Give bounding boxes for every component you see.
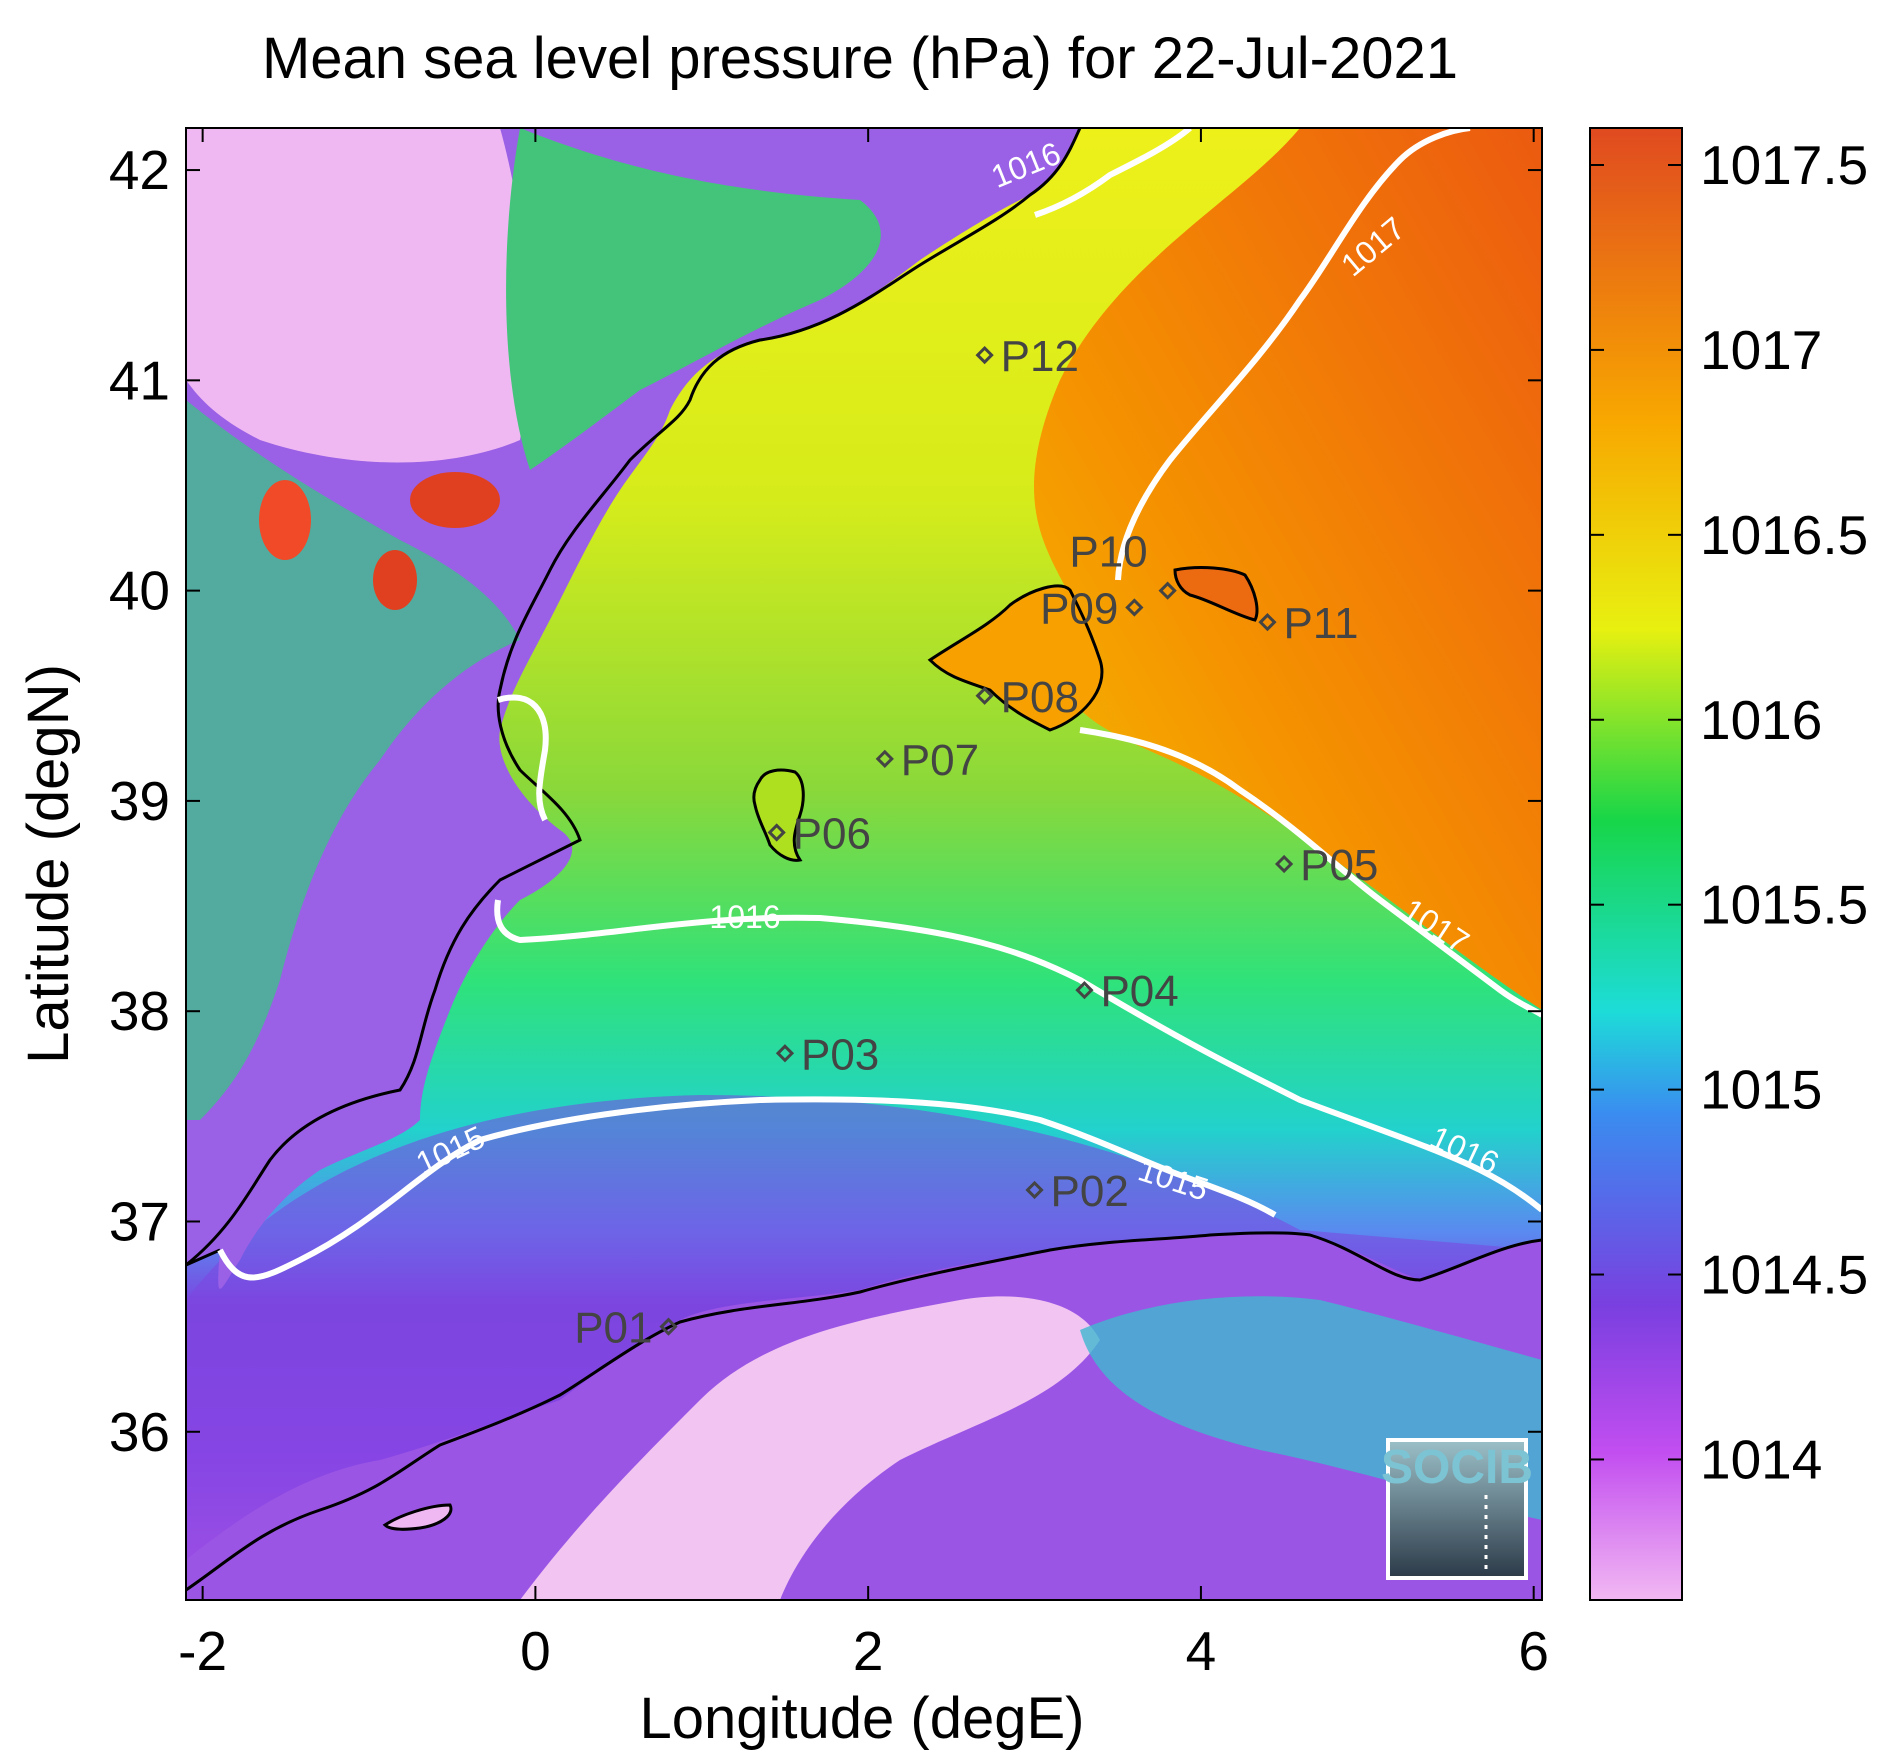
colorbar — [1589, 127, 1683, 1601]
alboran-island — [382, 1503, 453, 1531]
map-frame — [185, 127, 1543, 1601]
colorbar-tick-label: 1014 — [1700, 1428, 1822, 1490]
x-axis-ticks: -2 0 2 4 6 — [178, 128, 1549, 1682]
point-marker — [775, 1044, 795, 1063]
colorbar-tick-label: 1015 — [1700, 1059, 1822, 1121]
point-label: P05 — [1300, 841, 1378, 890]
ibiza-island — [752, 768, 805, 862]
x-tick-label: -2 — [178, 1620, 227, 1682]
colorbar-tick-label: 1016.5 — [1700, 504, 1868, 566]
isobar-1016-south — [494, 694, 1542, 1213]
iberia-inland-field — [186, 400, 520, 1120]
y-tick-label: 39 — [109, 770, 170, 832]
menorca-island — [1173, 566, 1259, 622]
point-marker — [975, 345, 994, 365]
iberia-hotspot-2 — [410, 472, 500, 528]
isobar-1016-north — [1034, 128, 1192, 218]
y-axis-label: Latitude (degN) — [16, 664, 81, 1064]
isobar-1015 — [217, 1096, 1277, 1281]
north-africa-low — [520, 1296, 1100, 1600]
point-label: P03 — [801, 1030, 879, 1079]
iberia-hotspot-3 — [373, 550, 417, 610]
y-tick-label: 40 — [109, 560, 170, 622]
point-label: P10 — [1069, 528, 1147, 577]
colorbar-tick-label: 1017.5 — [1700, 134, 1868, 196]
point-marker — [1025, 1180, 1044, 1200]
x-tick-label: 0 — [520, 1620, 551, 1682]
point-marker — [767, 823, 786, 842]
colorbar-ticks: 1014 1014.5 1015 1015.5 1016 1016.5 1017 1017.5 — [1590, 134, 1868, 1490]
point-label: P08 — [1001, 673, 1079, 722]
isobar-1017 — [1079, 128, 1542, 1018]
map-plot-area — [186, 128, 1542, 1600]
point-label: P04 — [1100, 967, 1178, 1016]
x-tick-label: 2 — [853, 1620, 884, 1682]
iberia-highland-low — [186, 128, 529, 463]
logo-text: SOCIB — [1381, 1441, 1533, 1494]
point-marker — [1274, 854, 1294, 874]
point-marker — [875, 749, 894, 768]
x-axis-label: Longitude (degE) — [640, 1686, 1085, 1751]
colorbar-tick-label: 1015.5 — [1700, 874, 1868, 936]
colorbar-tick-label: 1017 — [1700, 319, 1822, 381]
sample-points: P01 P02 P03 P04 P05 P06 P07 P08 P09 P10 P11 P12 — [574, 332, 1378, 1353]
logo-box — [1386, 1438, 1528, 1580]
y-tick-label: 37 — [109, 1190, 170, 1252]
point-label: P09 — [1040, 584, 1118, 633]
y-tick-label: 41 — [109, 349, 170, 411]
y-axis-ticks: 36 37 38 39 40 41 42 — [109, 139, 1542, 1463]
high-pressure-region — [1034, 128, 1542, 1010]
y-tick-label: 36 — [109, 1401, 170, 1463]
iberia-coastline — [186, 128, 1082, 1267]
isobars — [217, 128, 1542, 1281]
iberia-coastal-field — [506, 128, 881, 470]
point-marker — [1125, 598, 1144, 617]
africa-coastline — [186, 1231, 1542, 1592]
contour-label: 1016 — [709, 899, 780, 935]
y-tick-label: 38 — [109, 980, 170, 1042]
point-label: P01 — [574, 1304, 652, 1353]
point-label: P06 — [793, 809, 871, 858]
point-label: P02 — [1051, 1167, 1129, 1216]
x-tick-label: 4 — [1186, 1620, 1217, 1682]
point-marker — [975, 686, 994, 705]
colorbar-tick-label: 1014.5 — [1700, 1244, 1868, 1306]
point-marker — [659, 1317, 678, 1336]
socib-logo: SOCIB — [1381, 1438, 1533, 1580]
point-label: P12 — [1001, 332, 1079, 381]
x-tick-label: 6 — [1518, 1620, 1549, 1682]
colorbar-tick-label: 1016 — [1700, 689, 1822, 751]
mallorca-island — [927, 584, 1104, 732]
point-marker — [1075, 981, 1094, 1000]
point-marker — [1158, 581, 1177, 600]
chart-title: Mean sea level pressure (hPa) for 22-Jul… — [262, 26, 1458, 91]
y-tick-label: 42 — [109, 139, 170, 201]
point-label: P07 — [901, 736, 979, 785]
point-marker — [1258, 613, 1277, 632]
point-label: P11 — [1283, 599, 1358, 648]
iberia-hotspot-1 — [259, 480, 311, 560]
